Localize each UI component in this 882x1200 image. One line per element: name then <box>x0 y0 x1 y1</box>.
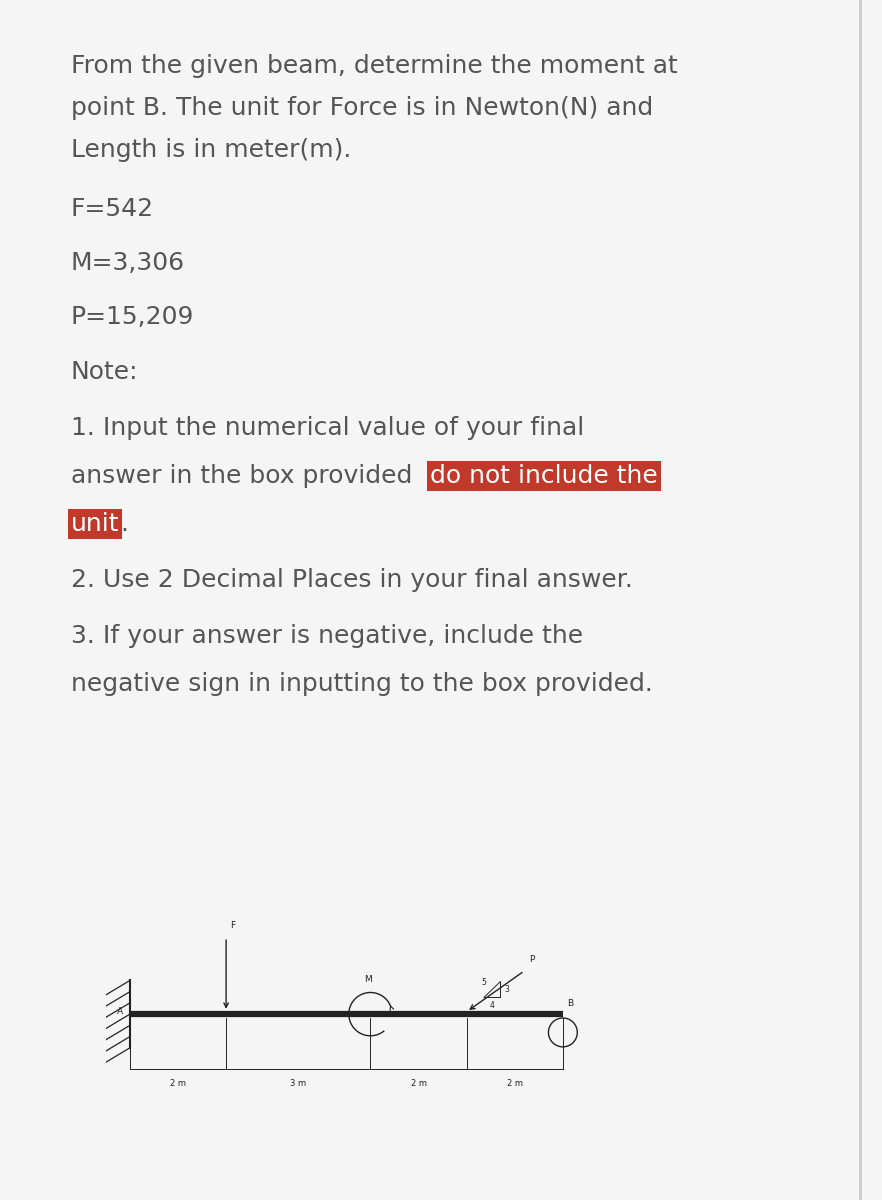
Text: From the given beam, determine the moment at: From the given beam, determine the momen… <box>71 54 677 78</box>
Text: 5: 5 <box>482 978 487 988</box>
Text: 1. Input the numerical value of your final: 1. Input the numerical value of your fin… <box>71 416 584 440</box>
Text: F: F <box>230 920 235 930</box>
Text: 3: 3 <box>505 985 509 994</box>
Text: B: B <box>567 1000 572 1008</box>
Text: 2 m: 2 m <box>410 1079 427 1088</box>
Text: 2 m: 2 m <box>507 1079 523 1088</box>
Text: A: A <box>116 1007 123 1016</box>
Text: M=3,306: M=3,306 <box>71 251 184 275</box>
Text: point B. The unit for Force is in Newton(N) and: point B. The unit for Force is in Newton… <box>71 96 653 120</box>
Text: negative sign in inputting to the box provided.: negative sign in inputting to the box pr… <box>71 672 653 696</box>
Text: 3. If your answer is negative, include the: 3. If your answer is negative, include t… <box>71 624 583 648</box>
Text: unit: unit <box>71 512 119 536</box>
Text: P=15,209: P=15,209 <box>71 305 194 329</box>
Text: do not include the: do not include the <box>430 464 658 488</box>
Text: F=542: F=542 <box>71 197 153 221</box>
Text: 2. Use 2 Decimal Places in your final answer.: 2. Use 2 Decimal Places in your final an… <box>71 568 632 592</box>
Text: answer in the box provided: answer in the box provided <box>71 464 420 488</box>
Text: 3 m: 3 m <box>290 1079 306 1088</box>
Text: P: P <box>529 955 534 964</box>
Text: Length is in meter(m).: Length is in meter(m). <box>71 138 351 162</box>
Text: 2 m: 2 m <box>170 1079 186 1088</box>
Text: Note:: Note: <box>71 360 138 384</box>
Text: 4: 4 <box>490 1001 495 1010</box>
Text: .: . <box>121 512 129 536</box>
Text: M: M <box>364 976 372 984</box>
